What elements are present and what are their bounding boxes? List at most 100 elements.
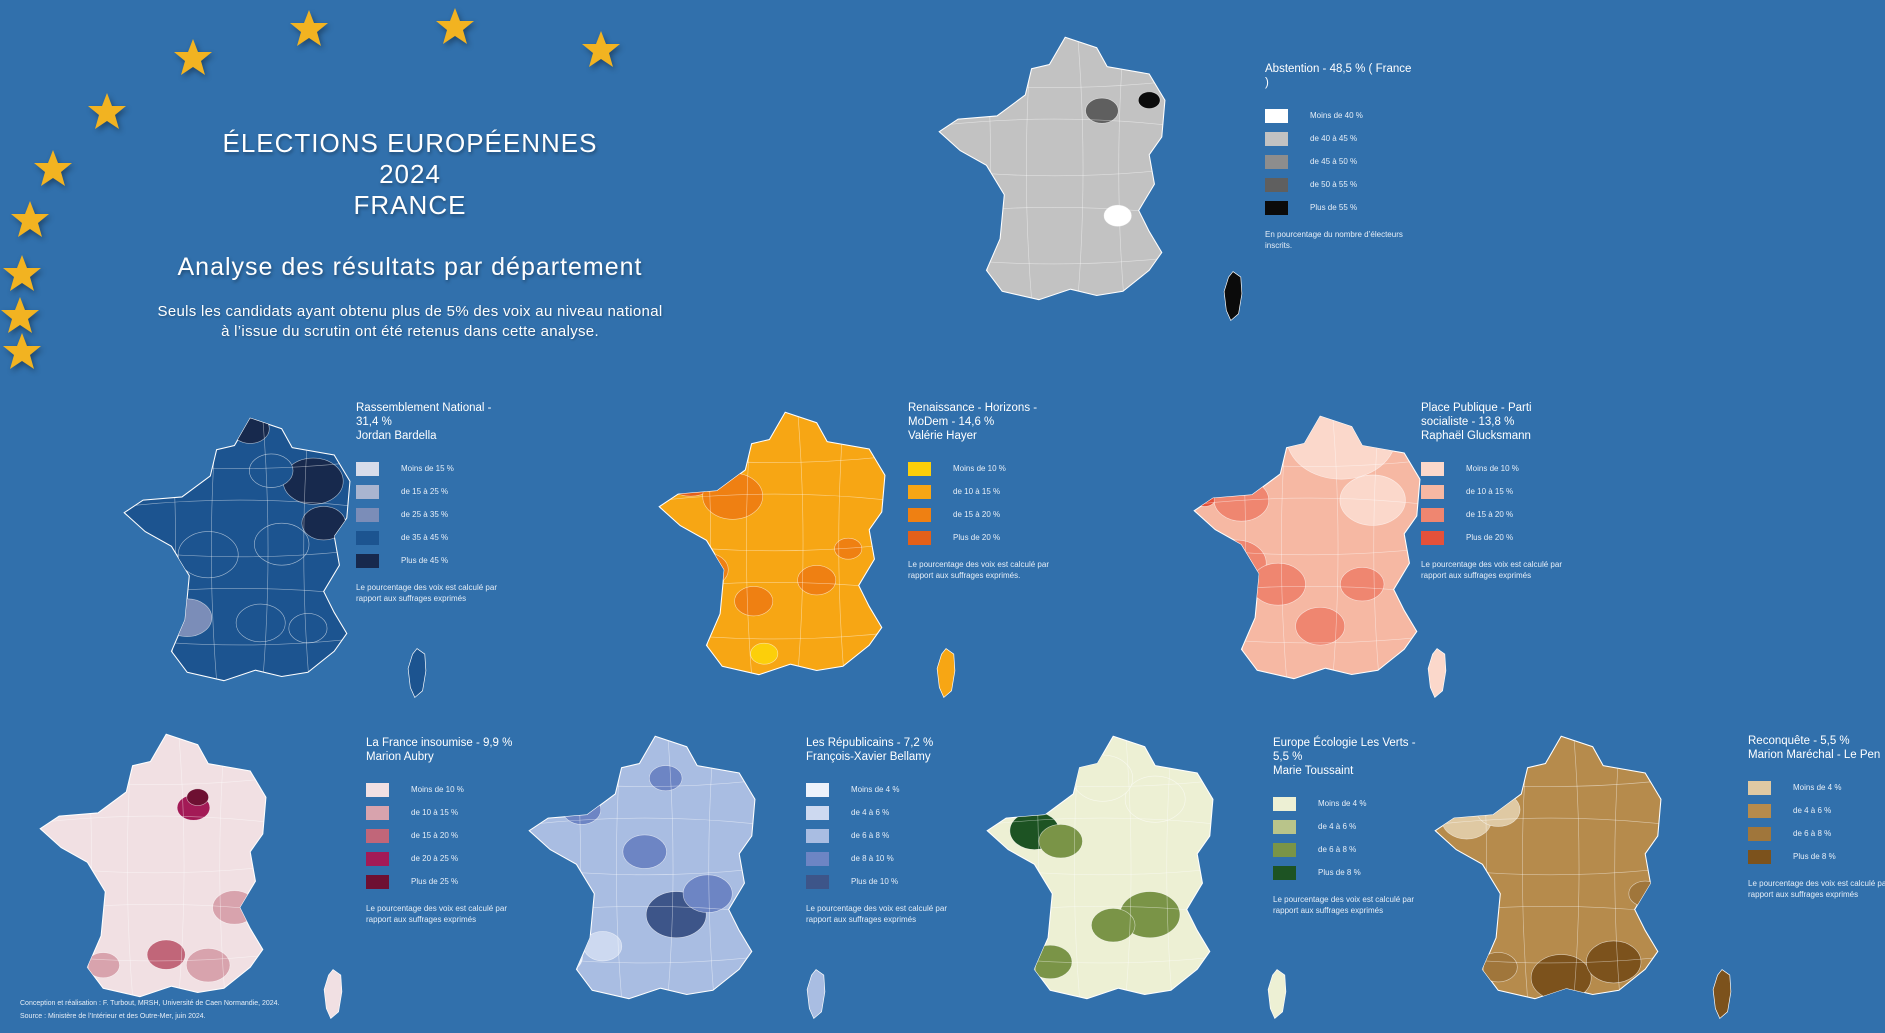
star-icon (3, 333, 41, 369)
legend-items: Moins de 15 % de 15 à 25 % de 25 à 35 % de … (356, 457, 506, 572)
scope-note-line-2: à l’issue du scrutin ont été retenus dan… (221, 323, 599, 340)
department-shape (162, 598, 213, 637)
legend-title: Place Publique - Parti socialiste - 13,8… (1421, 402, 1532, 428)
legend-label: de 4 à 6 % (1793, 806, 1832, 815)
department-shape (682, 874, 733, 913)
legend-swatch (1421, 461, 1444, 476)
legend-item: de 25 à 35 % (356, 503, 506, 526)
legend-title: Renaissance - Horizons - MoDem - 14,6 % (908, 402, 1038, 428)
legend-swatch (366, 851, 389, 866)
france-map-reconquete (1434, 735, 1662, 1000)
legend-label: de 4 à 6 % (1318, 822, 1357, 831)
map-base-abstention (938, 36, 1166, 301)
legend-label: Plus de 25 % (411, 877, 459, 886)
legend-swatch (356, 461, 379, 476)
legend-swatch (806, 828, 829, 843)
legend-item: de 6 à 8 % (1748, 822, 1885, 845)
department-shape (1628, 880, 1661, 907)
france-map-eelv (986, 735, 1214, 1000)
legend-swatch (1265, 154, 1288, 169)
france-map-rn (123, 417, 351, 682)
legend-items: Moins de 10 % de 10 à 15 % de 15 à 20 % de … (366, 778, 516, 893)
legend-label: Plus de 10 % (851, 877, 899, 886)
star-icon (582, 31, 620, 67)
legend-title: Reconquête - 5,5 % (1748, 735, 1850, 747)
department-boundary (1332, 416, 1339, 679)
legend-swatch (366, 874, 389, 889)
department-boundary (262, 418, 269, 681)
star-icon (174, 39, 212, 75)
legend-swatch (366, 782, 389, 797)
france-map-lfi (39, 733, 267, 998)
department-shape (186, 948, 231, 983)
legend-swatch (356, 530, 379, 545)
corsica-map-ps (1427, 648, 1447, 698)
legend-title: Europe Écologie Les Verts - 5,5 % (1273, 737, 1416, 763)
department-shape (146, 939, 186, 970)
star-icon (1, 297, 39, 333)
legend-lfi: La France insoumise - 9,9 % Marion Aubry M… (366, 736, 516, 925)
legend-swatch (1273, 796, 1296, 811)
legend-candidate: Jordan Bardella (356, 430, 437, 442)
legend-swatch (356, 553, 379, 568)
legend-label: de 10 à 15 % (953, 487, 1001, 496)
france-map-renaissance (658, 411, 886, 676)
legend-label: Moins de 40 % (1310, 111, 1363, 120)
legend-swatch (366, 805, 389, 820)
legend-item: Plus de 8 % (1273, 861, 1423, 884)
star-icon (290, 10, 328, 46)
legend-item: de 20 à 25 % (366, 847, 516, 870)
legend-title: Les Républicains - 7,2 % (806, 737, 934, 749)
department-boundary (797, 412, 804, 675)
legend-label: de 15 à 20 % (1466, 510, 1514, 519)
scope-note: Seuls les candidats ayant obtenu plus de… (120, 302, 700, 342)
department-boundary (1373, 416, 1380, 679)
legend-candidate: Marion Aubry (366, 751, 434, 763)
department-shape (1085, 97, 1119, 124)
legend-swatch (1265, 177, 1288, 192)
legend-note: Le pourcentage des voix est calculé par … (908, 560, 1049, 580)
legend-swatch (806, 851, 829, 866)
legend-swatch (806, 874, 829, 889)
page-title-line-2: 2024 (379, 159, 441, 189)
legend-label: Moins de 4 % (851, 785, 900, 794)
legend-item: Moins de 4 % (1273, 792, 1423, 815)
legend-label: Moins de 4 % (1793, 783, 1842, 792)
department-shape (1103, 204, 1132, 227)
department-shape (734, 586, 774, 617)
legend-items: Moins de 10 % de 10 à 15 % de 15 à 20 % Plu… (1421, 457, 1571, 549)
legend-label: Plus de 8 % (1318, 868, 1361, 877)
legend-item: de 10 à 15 % (908, 480, 1058, 503)
department-shape (186, 788, 209, 806)
legend-label: Moins de 15 % (401, 464, 454, 473)
department-shape (583, 931, 623, 962)
department-shape (1072, 754, 1134, 802)
legend-item: Plus de 8 % (1748, 845, 1885, 868)
legend-lr: Les Républicains - 7,2 % François-Xavier … (806, 736, 956, 925)
legend-label: de 45 à 50 % (1310, 157, 1358, 166)
legend-item: de 10 à 15 % (1421, 480, 1571, 503)
star-icon (11, 201, 49, 237)
legend-swatch (1421, 507, 1444, 522)
page-title-line-3: FRANCE (353, 190, 467, 220)
legend-item: de 4 à 6 % (806, 801, 956, 824)
corsica-map-reconquete (1712, 969, 1732, 1019)
legend-swatch (1265, 200, 1288, 215)
department-shape (1476, 792, 1521, 827)
legend-label: de 6 à 8 % (1318, 845, 1357, 854)
corsica-map-lr (806, 969, 826, 1019)
legend-swatch (1421, 530, 1444, 545)
legend-swatch (1421, 484, 1444, 499)
legend-item: de 15 à 20 % (366, 824, 516, 847)
department-boundary (303, 418, 310, 681)
department-shape (684, 552, 729, 587)
legend-rn: Rassemblement National - 31,4 % Jordan Ba… (356, 401, 506, 604)
legend-reconquete: Reconquête - 5,5 % Marion Maréchal - Le P… (1748, 734, 1885, 900)
credits-line-2: Source : Ministère de l’Intérieur et des… (20, 1013, 206, 1020)
legend-swatch (908, 484, 931, 499)
star-icon (3, 255, 41, 291)
legend-candidate: François-Xavier Bellamy (806, 751, 931, 763)
legend-eelv: Europe Écologie Les Verts - 5,5 % Marie T… (1273, 736, 1423, 916)
department-boundary (529, 817, 755, 825)
department-boundary (1194, 497, 1420, 505)
